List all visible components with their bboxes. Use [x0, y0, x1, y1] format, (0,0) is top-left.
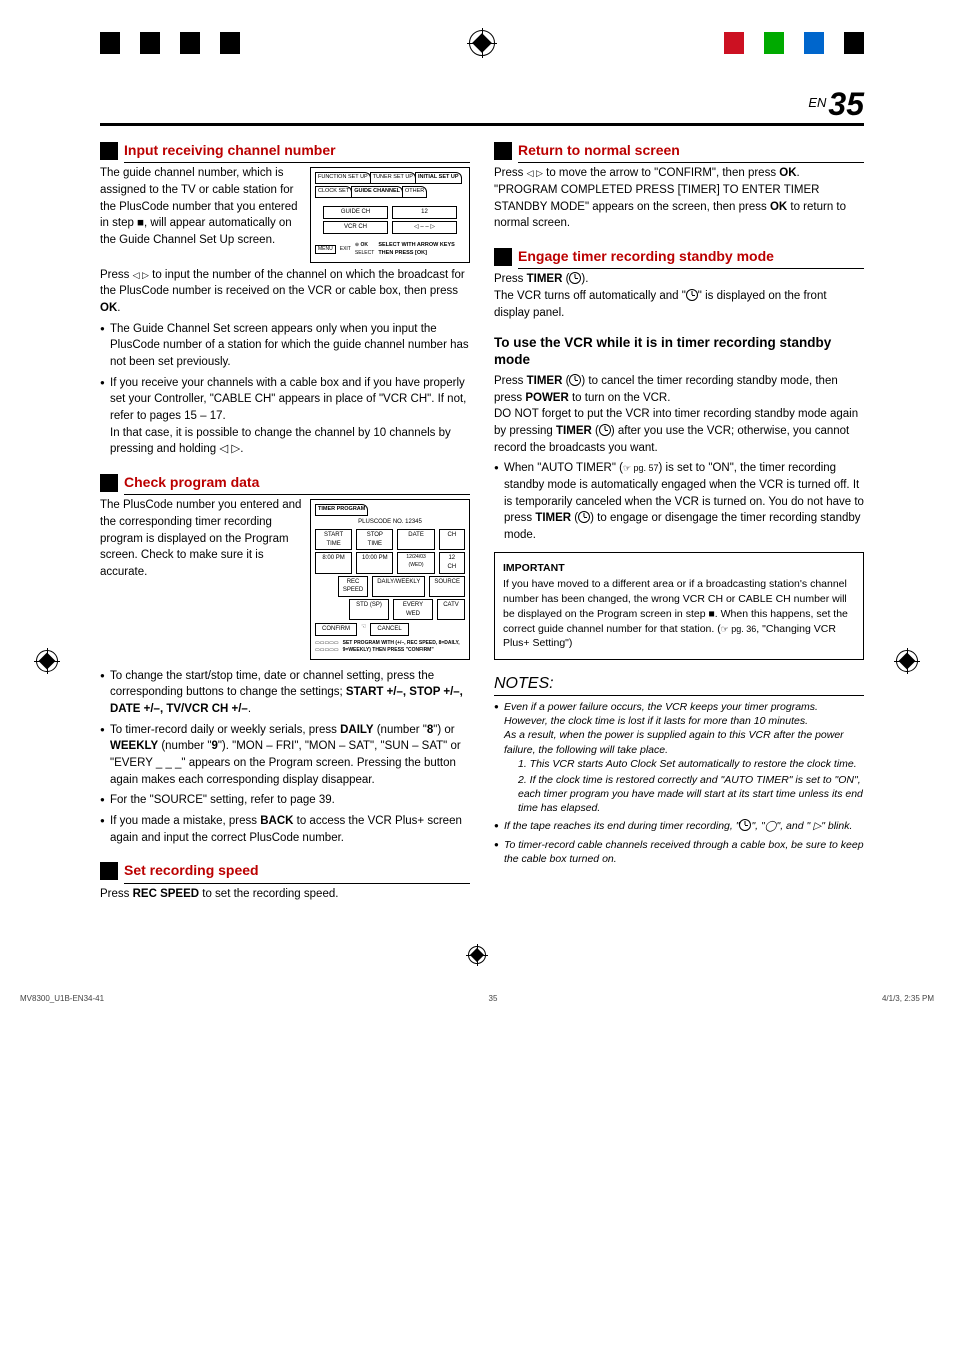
use-vcr-heading: To use the VCR while it is in timer reco…	[494, 335, 864, 369]
page-number: EN35	[100, 86, 864, 123]
registration-mark-bottom	[468, 946, 486, 964]
left-column: Input receiving channel number The guide…	[100, 140, 470, 916]
note-3: To timer-record cable channels received …	[494, 838, 864, 866]
s6-bullet-2: To timer-record daily or weekly serials,…	[100, 722, 470, 789]
page-prefix: EN	[808, 95, 826, 110]
note-2: If the tape reaches its end during timer…	[494, 819, 864, 833]
footer: MV8300_U1B-EN34-41 35 4/1/3, 2:35 PM	[0, 994, 954, 1013]
step-marker	[100, 474, 118, 492]
s5-p1: The guide channel number, which is assig…	[100, 165, 302, 248]
cassette-icon: ◯	[765, 820, 777, 832]
s6-bullet-1: To change the start/stop time, date or c…	[100, 668, 470, 718]
menu-icon: MENU	[315, 245, 336, 254]
footer-page: 35	[489, 994, 498, 1003]
step-marker	[494, 248, 512, 266]
footer-doc-id: MV8300_U1B-EN34-41	[20, 994, 104, 1003]
timer-icon	[578, 511, 590, 523]
step5-title: Input receiving channel number	[124, 140, 470, 163]
timer-icon	[739, 819, 751, 831]
timer-program-screen: TIMER PROGRAM PLUSCODE NO. 12345 START T…	[310, 499, 470, 659]
left-right-arrows-icon: ◁ ▷	[133, 270, 149, 280]
s6-bullet-4: If you made a mistake, press BACK to acc…	[100, 813, 470, 846]
timer-icon	[569, 272, 581, 284]
s6-bullet-3: For the "SOURCE" setting, refer to page …	[100, 792, 470, 809]
s5-bullet-2: If you receive your channels with a cabl…	[100, 375, 470, 458]
color-bars-right	[724, 32, 864, 54]
timer-icon	[599, 424, 611, 436]
button-grid-icon: ▭▭▭▭▭▭▭▭▭▭	[315, 640, 339, 655]
s6-p1: The PlusCode number you entered and the …	[100, 497, 302, 580]
left-right-arrows-icon: ◁ ▷	[527, 168, 543, 178]
color-bars-left	[100, 32, 240, 54]
right-column: Return to normal screen Press ◁ ▷ to mov…	[494, 140, 864, 916]
important-title: IMPORTANT	[503, 561, 855, 576]
pointer-icon: ☜	[361, 623, 366, 636]
step6-title: Check program data	[124, 472, 470, 495]
guide-channel-screen: FUNCTION SET UP TUNER SET UP INITIAL SET…	[310, 167, 470, 262]
timer-icon	[686, 289, 698, 301]
header-rule	[100, 123, 864, 126]
step8-title: Return to normal screen	[518, 140, 864, 163]
footer-timestamp: 4/1/3, 2:35 PM	[882, 994, 934, 1003]
important-box: IMPORTANT If you have moved to a differe…	[494, 552, 864, 660]
page-num-value: 35	[828, 86, 864, 122]
registration-mark-top	[469, 30, 495, 56]
step-marker	[494, 142, 512, 160]
step-marker	[100, 142, 118, 160]
s5-bullet-1: The Guide Channel Set screen appears onl…	[100, 321, 470, 371]
step7-title: Set recording speed	[124, 860, 470, 883]
timer-icon	[569, 374, 581, 386]
registration-header	[100, 30, 864, 56]
notes-heading: NOTES:	[494, 672, 864, 696]
step-marker	[100, 862, 118, 880]
note-1: Even if a power failure occurs, the VCR …	[494, 700, 864, 815]
step9-title: Engage timer recording standby mode	[518, 246, 864, 269]
use-bullet: When "AUTO TIMER" (☞ pg. 57) is set to "…	[494, 460, 864, 543]
